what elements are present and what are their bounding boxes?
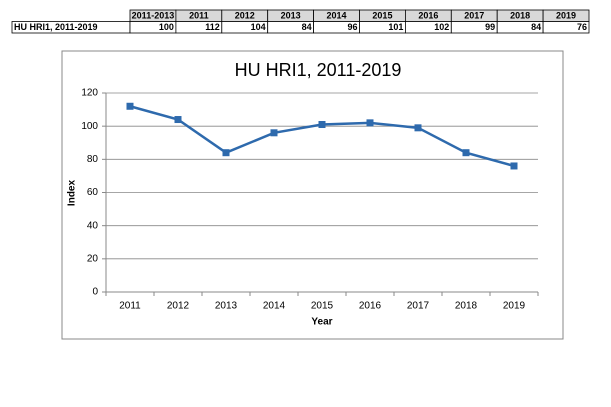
y-tick-label: 20: [87, 253, 99, 264]
y-tick-label: 80: [87, 154, 99, 165]
header-text: 2012: [235, 11, 255, 21]
y-tick-label: 120: [81, 88, 98, 99]
header-text: 2016: [418, 11, 438, 21]
y-tick-label: 100: [81, 121, 98, 132]
x-tick-label: 2018: [455, 301, 478, 312]
header-text: 2017: [464, 11, 484, 21]
cell-text: 84: [302, 22, 312, 32]
data-point: [126, 102, 134, 110]
x-axis-label: Year: [311, 317, 332, 328]
cell-text: 102: [434, 22, 449, 32]
data-point: [222, 149, 230, 157]
header-text: 2013: [281, 11, 301, 21]
y-tick-label: 40: [87, 220, 99, 231]
cell-text: 84: [531, 22, 541, 32]
x-tick-label: 2017: [407, 301, 430, 312]
chart-frame: [61, 50, 564, 340]
header-text: 2015: [372, 11, 392, 21]
x-tick-label: 2012: [167, 301, 190, 312]
x-tick-label: 2011: [119, 301, 141, 312]
row-label: HU HRI1, 2011-2019: [14, 22, 98, 32]
header-text: 2018: [510, 11, 530, 21]
data-point: [462, 149, 470, 157]
x-tick-label: 2019: [503, 301, 526, 312]
y-tick-label: 60: [87, 187, 99, 198]
x-tick-label: 2015: [311, 301, 334, 312]
cell-text: 76: [577, 22, 587, 32]
data-point: [510, 162, 518, 170]
cell-text: 104: [251, 22, 266, 32]
data-point: [174, 116, 182, 124]
data-point: [270, 129, 278, 137]
y-axis-label: Index: [67, 180, 78, 207]
header-text: 2011-2013: [132, 11, 175, 21]
data-point: [318, 121, 326, 129]
cell-text: 96: [347, 22, 357, 32]
header-text: 2019: [556, 11, 576, 21]
cell-text: 101: [388, 22, 403, 32]
cell: [542, 21, 590, 34]
cell-text: 100: [159, 22, 174, 32]
x-tick-label: 2016: [359, 301, 382, 312]
data-point: [366, 119, 374, 127]
x-tick-label: 2013: [215, 301, 238, 312]
data-point: [414, 124, 422, 132]
chart-title: HU HRI1, 2011-2019: [235, 60, 402, 80]
cell-text: 99: [485, 22, 495, 32]
x-tick-label: 2014: [263, 301, 286, 312]
y-tick-label: 0: [92, 287, 98, 298]
cell-text: 112: [205, 22, 220, 32]
header-text: 2014: [327, 11, 347, 21]
header-text: 2011: [189, 11, 209, 21]
